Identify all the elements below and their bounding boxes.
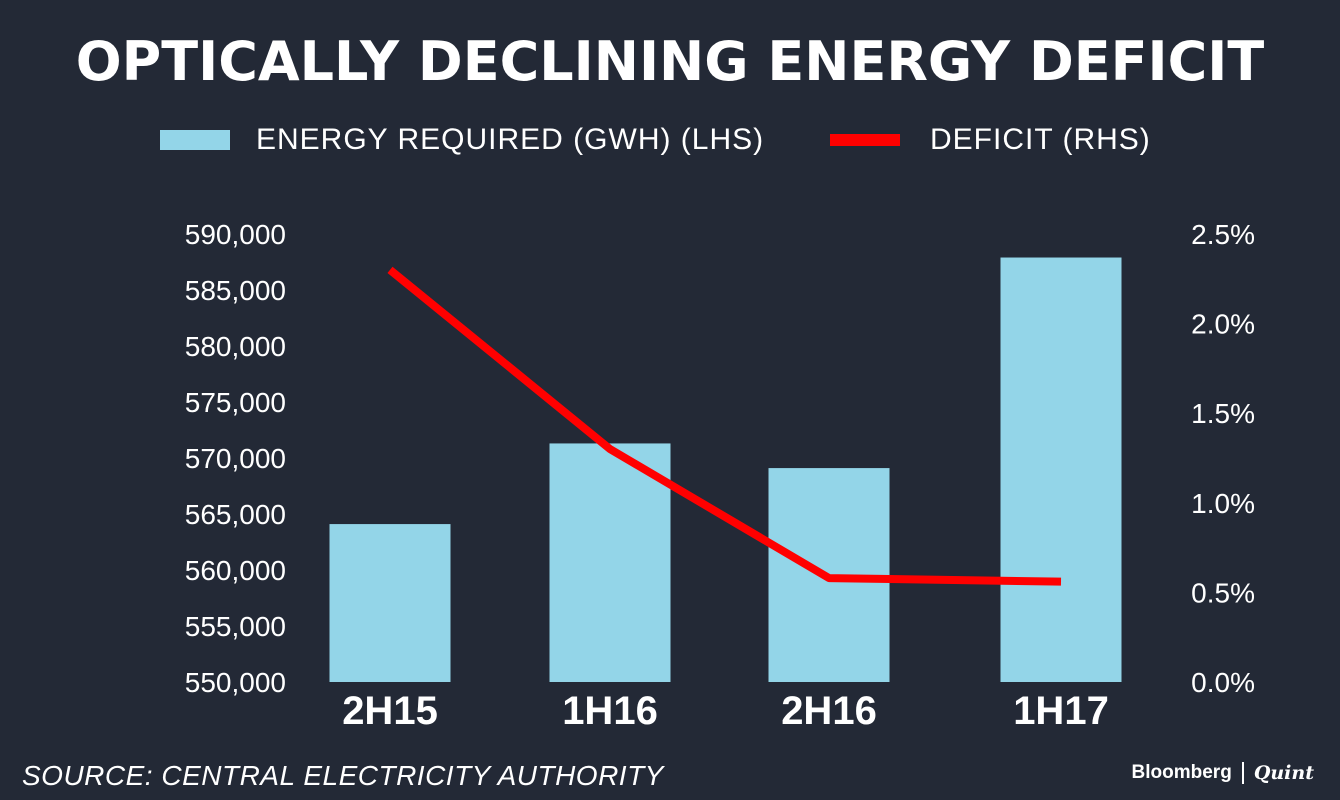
left-axis-tick-label: 580,000 xyxy=(185,331,286,362)
legend-swatch-bar xyxy=(160,130,230,150)
brand-logo: Bloomberg Quint xyxy=(1132,762,1314,784)
x-axis-category-label: 1H16 xyxy=(562,689,658,733)
right-axis-tick-label: 0.5% xyxy=(1191,577,1255,608)
bar-energy-required xyxy=(329,524,451,682)
bar-energy-required xyxy=(1000,257,1122,682)
right-axis-tick-label: 2.5% xyxy=(1191,219,1255,250)
line-deficit xyxy=(387,266,1062,586)
x-axis-category-label: 2H16 xyxy=(781,689,877,733)
left-axis-tick-label: 555,000 xyxy=(185,611,286,642)
left-axis-tick-label: 565,000 xyxy=(185,499,286,530)
brand-bloomberg: Bloomberg xyxy=(1131,762,1232,783)
legend-label-deficit: DEFICIT (RHS) xyxy=(930,123,1151,156)
left-axis-tick-label: 550,000 xyxy=(185,667,286,698)
brand-divider xyxy=(1241,762,1244,784)
left-axis-tick-label: 560,000 xyxy=(185,555,286,586)
left-axis-tick-label: 575,000 xyxy=(185,387,286,418)
brand-quint: Quint xyxy=(1253,762,1314,784)
legend-item-energy-required: ENERGY REQUIRED (GWH) (LHS) xyxy=(160,118,764,162)
legend-swatch-line xyxy=(830,134,900,146)
right-axis-tick-label: 1.5% xyxy=(1191,398,1255,429)
legend: ENERGY REQUIRED (GWH) (LHS) DEFICIT (RHS… xyxy=(0,118,1340,162)
chart-title: OPTICALLY DECLINING ENERGY DEFICIT xyxy=(75,30,1265,93)
right-axis-tick-label: 2.0% xyxy=(1191,309,1255,340)
left-axis-tick-label: 585,000 xyxy=(185,275,286,306)
left-axis-tick-label: 590,000 xyxy=(185,219,286,250)
source-note: SOURCE: CENTRAL ELECTRICITY AUTHORITY xyxy=(22,760,664,791)
right-axis-tick-label: 1.0% xyxy=(1191,488,1255,519)
left-axis-tick-label: 570,000 xyxy=(185,443,286,474)
legend-item-deficit: DEFICIT (RHS) xyxy=(830,118,1151,162)
x-axis-category-label: 1H17 xyxy=(1013,689,1109,733)
bar-energy-required xyxy=(549,443,671,682)
right-axis-tick-label: 0.0% xyxy=(1191,667,1255,698)
x-axis-category-label: 2H15 xyxy=(342,689,438,733)
legend-label-energy-required: ENERGY REQUIRED (GWH) (LHS) xyxy=(256,123,765,156)
